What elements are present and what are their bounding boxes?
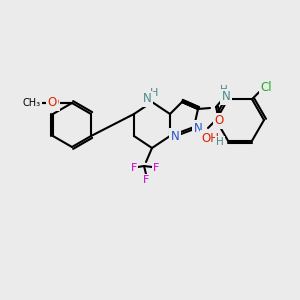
Text: F: F (143, 175, 149, 185)
Text: O: O (47, 97, 57, 110)
Text: H: H (150, 88, 158, 98)
Text: N: N (222, 91, 230, 103)
Text: O: O (214, 115, 224, 128)
Text: F: F (153, 163, 159, 173)
Text: F: F (131, 163, 137, 173)
Text: N: N (171, 130, 179, 142)
Text: OH: OH (201, 131, 219, 145)
Text: CH₃: CH₃ (23, 98, 41, 108)
Text: Cl: Cl (260, 81, 272, 94)
Text: O: O (50, 97, 58, 110)
Text: H: H (216, 137, 224, 147)
Text: N: N (142, 92, 152, 106)
Text: N: N (194, 122, 202, 134)
Text: H: H (220, 85, 228, 95)
